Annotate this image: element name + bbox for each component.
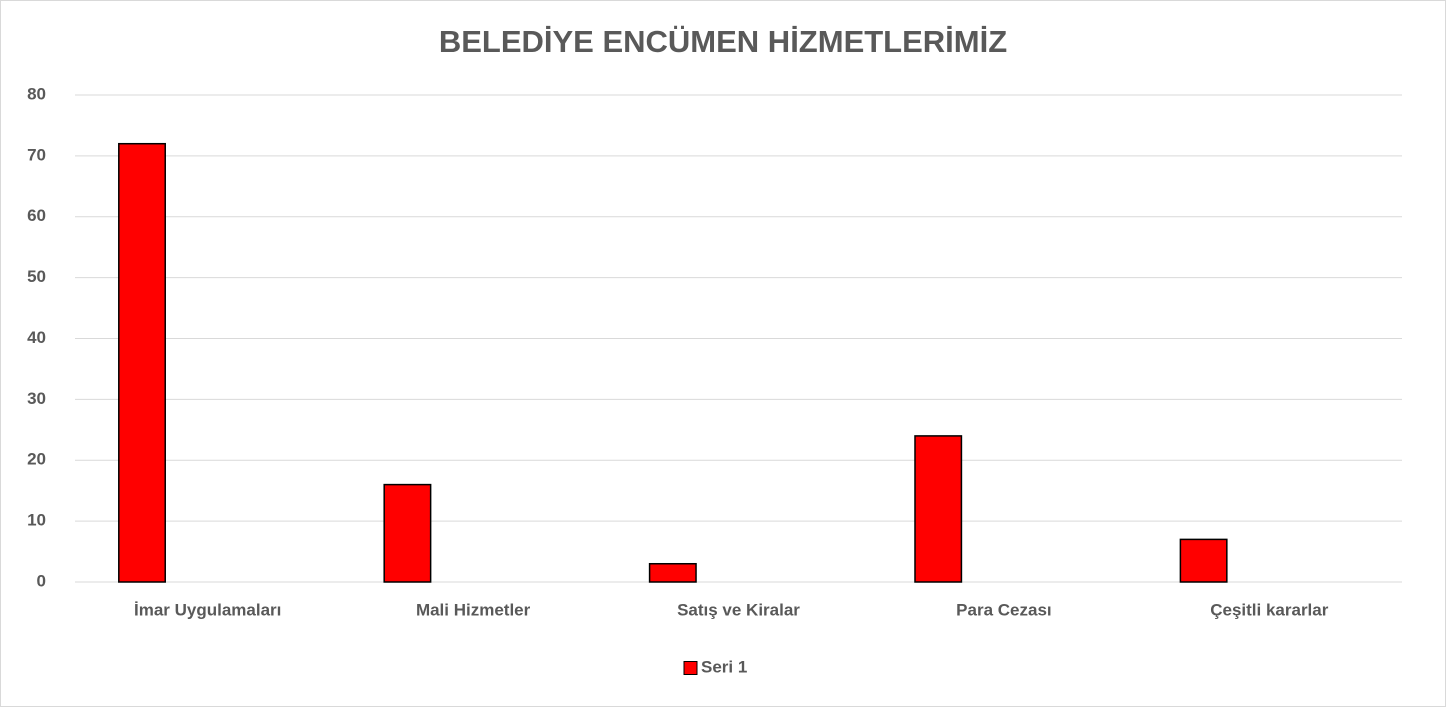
bar bbox=[914, 435, 963, 583]
bar bbox=[383, 483, 432, 583]
x-tick-label: İmar Uygulamaları bbox=[134, 600, 281, 619]
y-tick-label: 10 bbox=[27, 511, 46, 530]
y-tick-label: 80 bbox=[27, 84, 46, 103]
bar bbox=[1179, 538, 1228, 583]
chart-title: BELEDİYE ENCÜMEN HİZMETLERİMİZ bbox=[439, 24, 1007, 59]
x-tick-label: Çeşitli kararlar bbox=[1210, 600, 1329, 619]
y-tick-label: 70 bbox=[27, 145, 46, 164]
y-tick-label: 60 bbox=[27, 206, 46, 225]
x-tick-label: Mali Hizmetler bbox=[416, 600, 531, 619]
x-tick-label: Para Cezası bbox=[956, 600, 1051, 619]
y-tick-label: 40 bbox=[27, 328, 46, 347]
x-tick-label: Satış ve Kiralar bbox=[677, 600, 800, 619]
y-tick-label: 20 bbox=[27, 450, 46, 469]
bar bbox=[118, 142, 166, 583]
y-tick-label: 30 bbox=[27, 389, 46, 408]
bar bbox=[648, 562, 697, 583]
legend-label: Seri 1 bbox=[701, 657, 747, 676]
y-tick-label: 0 bbox=[37, 571, 46, 590]
y-tick-label: 50 bbox=[27, 267, 46, 286]
legend-swatch bbox=[683, 661, 698, 675]
